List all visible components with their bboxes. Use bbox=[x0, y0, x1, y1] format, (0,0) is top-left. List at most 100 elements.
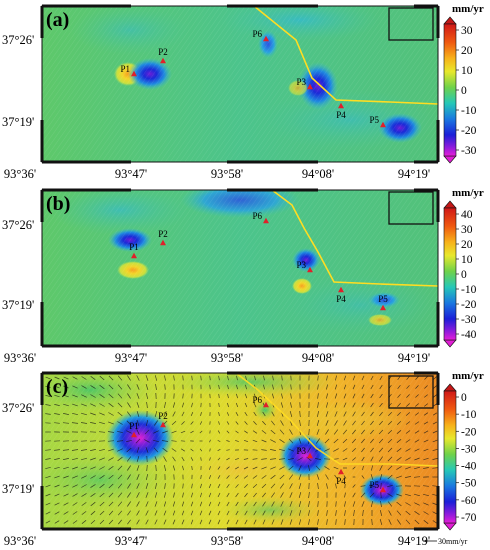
y-tick-label: 37°26' bbox=[2, 33, 34, 47]
point-marker-icon bbox=[131, 431, 137, 438]
y-tick-label: 37°19' bbox=[2, 298, 34, 312]
colorbar-tick-label: 30 bbox=[461, 25, 473, 37]
colorbar-tick-label: -70 bbox=[461, 512, 477, 524]
point-markers: P1 P2 P6 P3 P4 P5 P1 P2 P6 P3 P4 P5 P1 P2 P6 P3 P4 P5 bbox=[120, 29, 388, 493]
fault-line bbox=[235, 373, 438, 467]
colorbar-unit: mm/yr bbox=[452, 370, 484, 382]
point-label: P1 bbox=[129, 421, 139, 431]
colorbar-tick-label: 20 bbox=[461, 45, 473, 57]
x-tick-label: 93°47' bbox=[115, 351, 147, 365]
colorbar-tick-label: -30 bbox=[461, 145, 477, 157]
colorbar-tick-label: -50 bbox=[461, 478, 477, 490]
point-marker-icon bbox=[380, 486, 386, 493]
point-marker-icon bbox=[263, 217, 269, 224]
panel-b-map bbox=[42, 190, 438, 346]
fault-line bbox=[253, 6, 438, 105]
x-tick-label: 93°58' bbox=[211, 351, 243, 365]
panel-a-map bbox=[42, 6, 438, 162]
panel-label: (c) bbox=[46, 376, 68, 398]
x-tick-label: 94°19' bbox=[398, 351, 430, 365]
point-label: P1 bbox=[129, 242, 139, 252]
point-marker-icon bbox=[131, 70, 137, 77]
point-label: P6 bbox=[252, 395, 262, 405]
x-tick-label: 94°19' bbox=[398, 167, 430, 181]
colorbar-tick-label: -10 bbox=[461, 409, 477, 421]
x-tick-label: 93°36' bbox=[4, 534, 36, 548]
point-marker-icon bbox=[307, 452, 313, 459]
colorbar-tick-label: -20 bbox=[461, 125, 477, 137]
inset-box bbox=[388, 375, 434, 409]
point-marker-icon bbox=[380, 121, 386, 128]
y-tick-label: 37°19' bbox=[2, 482, 34, 496]
colorbar-tick-label: 20 bbox=[461, 239, 473, 251]
point-label: P4 bbox=[336, 294, 346, 304]
x-tick-label: 94°08' bbox=[302, 351, 334, 365]
colorbar: mm/yr 0 -10 -20 -30 -40 -50 -60 -70 bbox=[443, 370, 484, 531]
point-marker-icon bbox=[380, 304, 386, 311]
point-label: P2 bbox=[158, 229, 168, 239]
scale-arrow: 30mm/yr bbox=[424, 537, 468, 546]
x-tick-label: 93°47' bbox=[115, 534, 147, 548]
point-label: P2 bbox=[158, 411, 168, 421]
x-tick-label: 93°58' bbox=[211, 167, 243, 181]
colorbar-tick-label: 0 bbox=[461, 269, 467, 281]
point-label: P2 bbox=[158, 47, 168, 57]
colorbar-tick-label: 0 bbox=[461, 392, 467, 404]
y-axis-labels: 37°26' 37°19' 37°26' 37°19' 37°26' 37°19… bbox=[2, 33, 34, 496]
colorbar-unit: mm/yr bbox=[452, 187, 484, 199]
x-tick-label: 93°36' bbox=[4, 167, 36, 181]
colorbar-tick-label: 0 bbox=[461, 85, 467, 97]
point-label: P4 bbox=[336, 476, 346, 486]
colorbar-tick-label: -10 bbox=[461, 105, 477, 117]
inset-box bbox=[388, 191, 434, 225]
colorbar-tick-label: -10 bbox=[461, 284, 477, 296]
point-label: P3 bbox=[296, 260, 306, 270]
point-marker-icon bbox=[338, 286, 344, 293]
colorbar-tick-label: 30 bbox=[461, 224, 473, 236]
colorbar: mm/yr 40 30 20 10 0 -10 -20 -30 -40 bbox=[443, 187, 484, 348]
fault-line bbox=[271, 190, 438, 287]
y-tick-label: 37°26' bbox=[2, 218, 34, 232]
point-label: P4 bbox=[336, 110, 346, 120]
point-marker-icon bbox=[307, 266, 313, 273]
point-label: P3 bbox=[296, 446, 306, 456]
point-marker-icon bbox=[338, 102, 344, 109]
colorbar-tick-label: -60 bbox=[461, 495, 477, 507]
colorbar-tick-label: 10 bbox=[461, 254, 473, 266]
point-marker-icon bbox=[160, 239, 166, 246]
panel-a: (a) bbox=[40, 4, 440, 164]
point-label: P6 bbox=[252, 29, 262, 39]
scale-arrow-label: 30mm/yr bbox=[438, 537, 468, 546]
panel-c-map bbox=[42, 373, 438, 529]
point-label: P5 bbox=[378, 294, 388, 304]
y-tick-label: 37°26' bbox=[2, 401, 34, 415]
x-tick-label: 93°47' bbox=[115, 167, 147, 181]
point-label: P3 bbox=[296, 77, 306, 87]
panel-c: (c) bbox=[40, 371, 440, 531]
colorbar-tick-label: -20 bbox=[461, 299, 477, 311]
inset-box bbox=[388, 7, 434, 41]
point-marker-icon bbox=[263, 35, 269, 42]
colorbars: mm/yr 30 20 10 0 -10 -20 -30 mm/yr 40 30 20 10 0 -10 -2… bbox=[443, 3, 484, 531]
point-marker-icon bbox=[160, 421, 166, 428]
colorbar-tick-label: 10 bbox=[461, 65, 473, 77]
panel-label: (a) bbox=[46, 9, 69, 31]
point-marker-icon bbox=[338, 468, 344, 475]
colorbar-tick-label: -40 bbox=[461, 461, 477, 473]
x-tick-label: 93°36' bbox=[4, 351, 36, 365]
panel-b: (b) bbox=[40, 188, 440, 348]
colorbar: mm/yr 30 20 10 0 -10 -20 -30 bbox=[443, 3, 484, 164]
colorbar-unit: mm/yr bbox=[452, 3, 484, 15]
colorbar-tick-label: 40 bbox=[461, 209, 473, 221]
velocity-vectors bbox=[45, 375, 438, 526]
point-marker-icon bbox=[131, 252, 137, 259]
colorbar-tick-label: -20 bbox=[461, 426, 477, 438]
y-tick-label: 37°19' bbox=[2, 115, 34, 129]
colorbar-tick-label: -30 bbox=[461, 314, 477, 326]
point-marker-icon bbox=[263, 401, 269, 408]
point-label: P1 bbox=[120, 64, 130, 74]
point-label: P5 bbox=[369, 115, 379, 125]
x-tick-label: 94°19' bbox=[398, 534, 430, 548]
x-tick-label: 93°58' bbox=[211, 534, 243, 548]
